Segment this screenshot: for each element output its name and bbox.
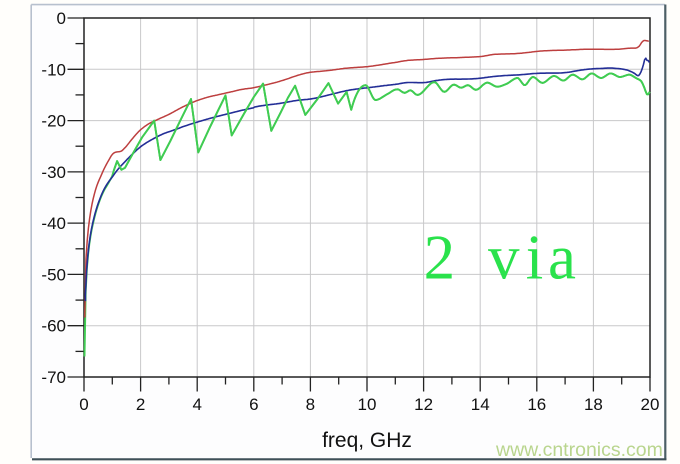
svg-text:www.cntronics.com: www.cntronics.com [495, 439, 663, 461]
svg-text:i: i [526, 223, 544, 293]
svg-text:4: 4 [192, 395, 201, 414]
svg-text:6: 6 [249, 395, 258, 414]
svg-text:-40: -40 [41, 214, 66, 233]
svg-text:16: 16 [527, 395, 546, 414]
svg-text:a: a [548, 223, 576, 293]
svg-text:-20: -20 [41, 112, 66, 131]
svg-text:freq, GHz: freq, GHz [322, 429, 412, 452]
svg-text:0: 0 [79, 395, 88, 414]
svg-text:12: 12 [414, 395, 433, 414]
svg-text:-70: -70 [41, 368, 66, 387]
svg-text:10: 10 [358, 395, 377, 414]
svg-text:2: 2 [424, 223, 456, 293]
svg-text:-30: -30 [41, 163, 66, 182]
svg-text:2: 2 [136, 395, 145, 414]
svg-text:0: 0 [57, 9, 66, 28]
svg-text:-50: -50 [41, 265, 66, 284]
svg-text:8: 8 [306, 395, 315, 414]
svg-text:-10: -10 [41, 60, 66, 79]
svg-text:20: 20 [641, 395, 660, 414]
svg-text:18: 18 [584, 395, 603, 414]
svg-text:14: 14 [471, 395, 490, 414]
svg-text:v: v [488, 223, 520, 293]
svg-text:-60: -60 [41, 317, 66, 336]
